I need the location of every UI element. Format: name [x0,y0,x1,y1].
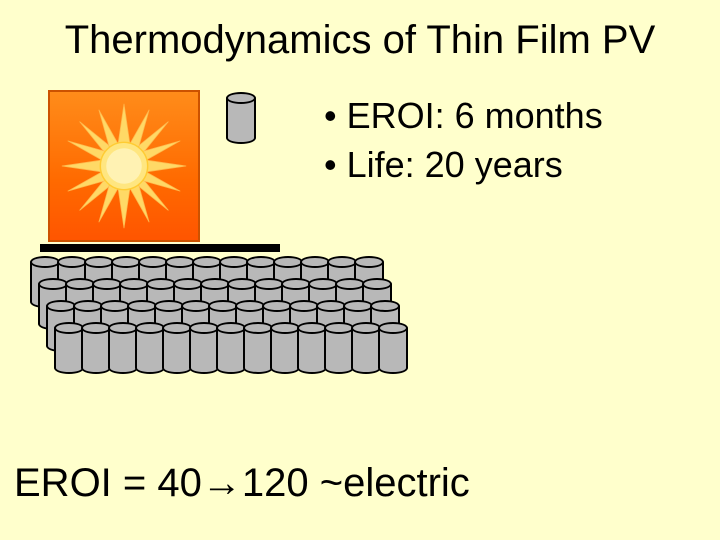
barrel-icon [378,322,408,374]
barrel-icon [162,322,192,374]
barrel-icon [189,322,219,374]
arrow-icon: → [202,461,242,505]
bullet-list: • EROI: 6 months • Life: 20 years [324,92,603,189]
barrel-field [30,256,450,396]
barrel-icon [351,322,381,374]
bullet-item: • EROI: 6 months [324,92,603,141]
barrel-icon [243,322,273,374]
barrel-row [54,322,405,374]
bullet-text: EROI: 6 months [347,95,603,136]
barrel-icon [54,322,84,374]
solar-panel-line [40,244,280,252]
formula-lhs: EROI = 40 [14,461,202,505]
barrel-icon [270,322,300,374]
bullet-item: • Life: 20 years [324,141,603,190]
eroi-formula: EROI = 40→120 ~electric [14,461,470,506]
barrel-icon [324,322,354,374]
barrel-icon [81,322,111,374]
barrel-icon [135,322,165,374]
single-barrel-icon [226,92,256,144]
sun-icon [48,90,200,242]
barrel-icon [216,322,246,374]
bullet-text: Life: 20 years [347,144,563,185]
barrel-icon [108,322,138,374]
page-title: Thermodynamics of Thin Film PV [0,18,720,63]
formula-rhs: 120 ~electric [242,461,470,505]
barrel-icon [297,322,327,374]
